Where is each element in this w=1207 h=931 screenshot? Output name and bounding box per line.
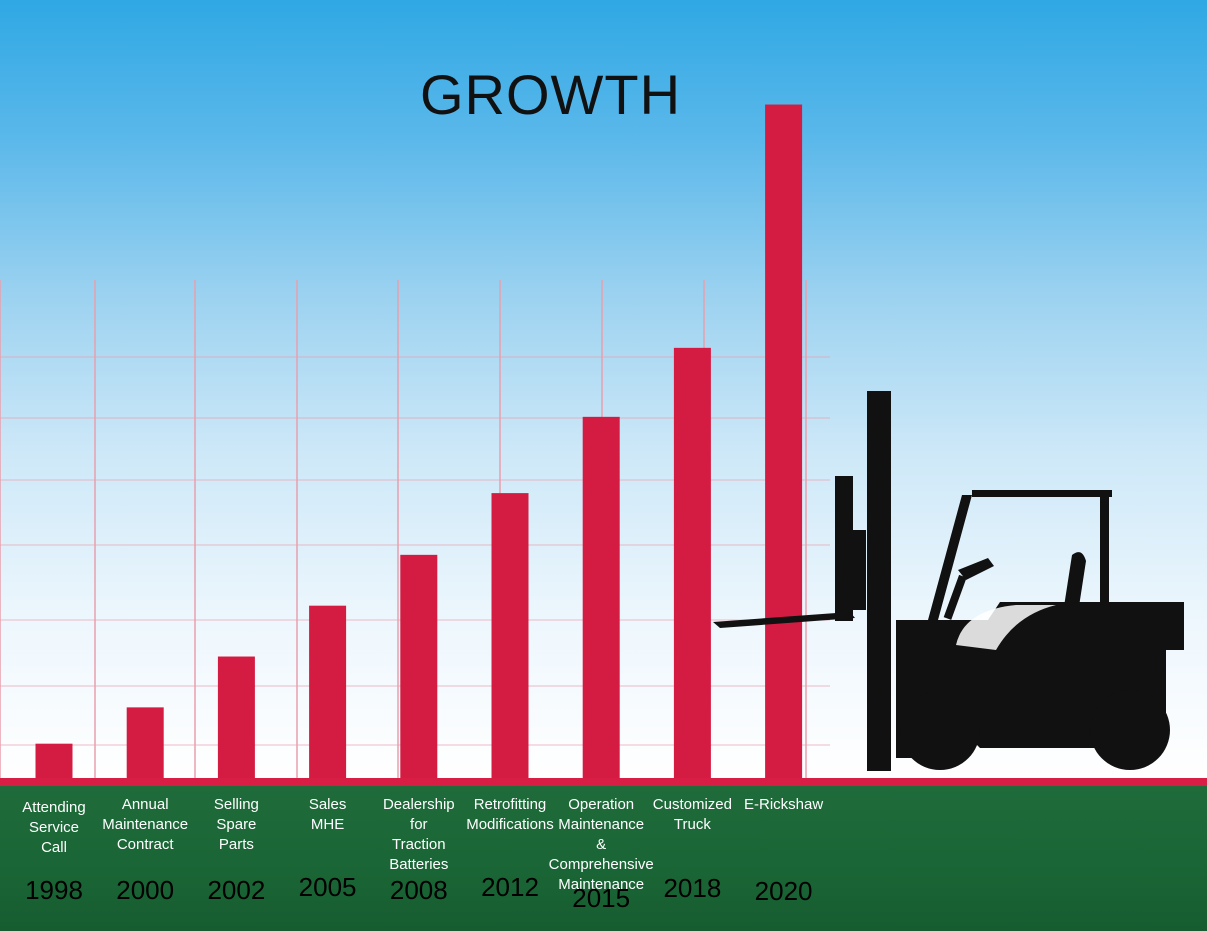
category-label: Dealership for Traction Batteries bbox=[354, 795, 484, 875]
category-label-line: Traction bbox=[391, 836, 446, 853]
category-label: Customized Truck bbox=[627, 795, 757, 835]
category-label-line: Dealership bbox=[382, 796, 455, 813]
category-label-line: Truck bbox=[673, 816, 711, 833]
category-label: E-Rickshaw bbox=[719, 795, 849, 815]
category-label-line: Operation bbox=[568, 796, 635, 813]
forklift-silhouette-icon bbox=[713, 391, 1184, 771]
category-label-line: Selling bbox=[213, 796, 259, 813]
category-label: Operation Maintenance & Comprehensive Mainte… bbox=[536, 795, 666, 895]
category-label-line: Attending bbox=[22, 799, 86, 816]
category-label-line: Maintenance bbox=[102, 816, 189, 833]
year-label: 2018 bbox=[663, 873, 722, 903]
category-label-line: & bbox=[596, 836, 607, 853]
year-label: 2015 bbox=[572, 883, 631, 913]
category-label: Attending Service Call bbox=[0, 798, 119, 858]
year-label: 2012 bbox=[481, 872, 539, 902]
category-label-line: Sales bbox=[308, 796, 347, 813]
grass-ground bbox=[0, 786, 1207, 931]
category-label: Annual Maintenance Contract bbox=[80, 795, 210, 855]
category-label-line: Contract bbox=[116, 836, 174, 853]
bar bbox=[309, 605, 347, 780]
category-label-line: MHE bbox=[310, 816, 345, 833]
year-label: 1998 bbox=[25, 875, 83, 905]
year-label: 2002 bbox=[207, 875, 266, 905]
category-label-line: Customized bbox=[652, 796, 732, 813]
category-label: Retrofitting Modifications bbox=[445, 795, 575, 835]
category-label-line: Modifications bbox=[466, 816, 554, 833]
chart-baseline bbox=[0, 778, 1207, 786]
category-label-line: Maintenance bbox=[558, 816, 645, 833]
bar bbox=[491, 493, 529, 780]
category-label: Sales MHE bbox=[263, 795, 393, 835]
category-label-line: Batteries bbox=[389, 856, 449, 873]
category-label-line: Comprehensive bbox=[548, 856, 654, 873]
category-label-line: Service bbox=[28, 819, 80, 836]
year-label: 2005 bbox=[298, 872, 357, 902]
chart-title: GROWTH bbox=[420, 63, 682, 126]
bar bbox=[126, 707, 164, 780]
category-label-line: Spare bbox=[216, 816, 257, 833]
year-label: 2000 bbox=[116, 875, 175, 905]
category-label-line: Parts bbox=[218, 836, 254, 853]
bar bbox=[765, 104, 803, 781]
category-label-line: E-Rickshaw bbox=[744, 796, 824, 813]
category-label-line: Call bbox=[41, 839, 67, 856]
category-label-line: Retrofitting bbox=[473, 796, 547, 813]
bar bbox=[400, 554, 438, 780]
year-label: 2020 bbox=[754, 876, 813, 906]
category-label-line: Maintenance bbox=[558, 876, 645, 893]
category-label-line: for bbox=[410, 816, 428, 833]
bar bbox=[582, 416, 620, 780]
category-label-line: Annual bbox=[121, 796, 169, 813]
bar bbox=[217, 656, 255, 780]
bar bbox=[35, 743, 73, 780]
category-label: Selling Spare Parts bbox=[171, 795, 301, 855]
bar bbox=[673, 347, 711, 780]
year-label: 2008 bbox=[389, 875, 448, 905]
